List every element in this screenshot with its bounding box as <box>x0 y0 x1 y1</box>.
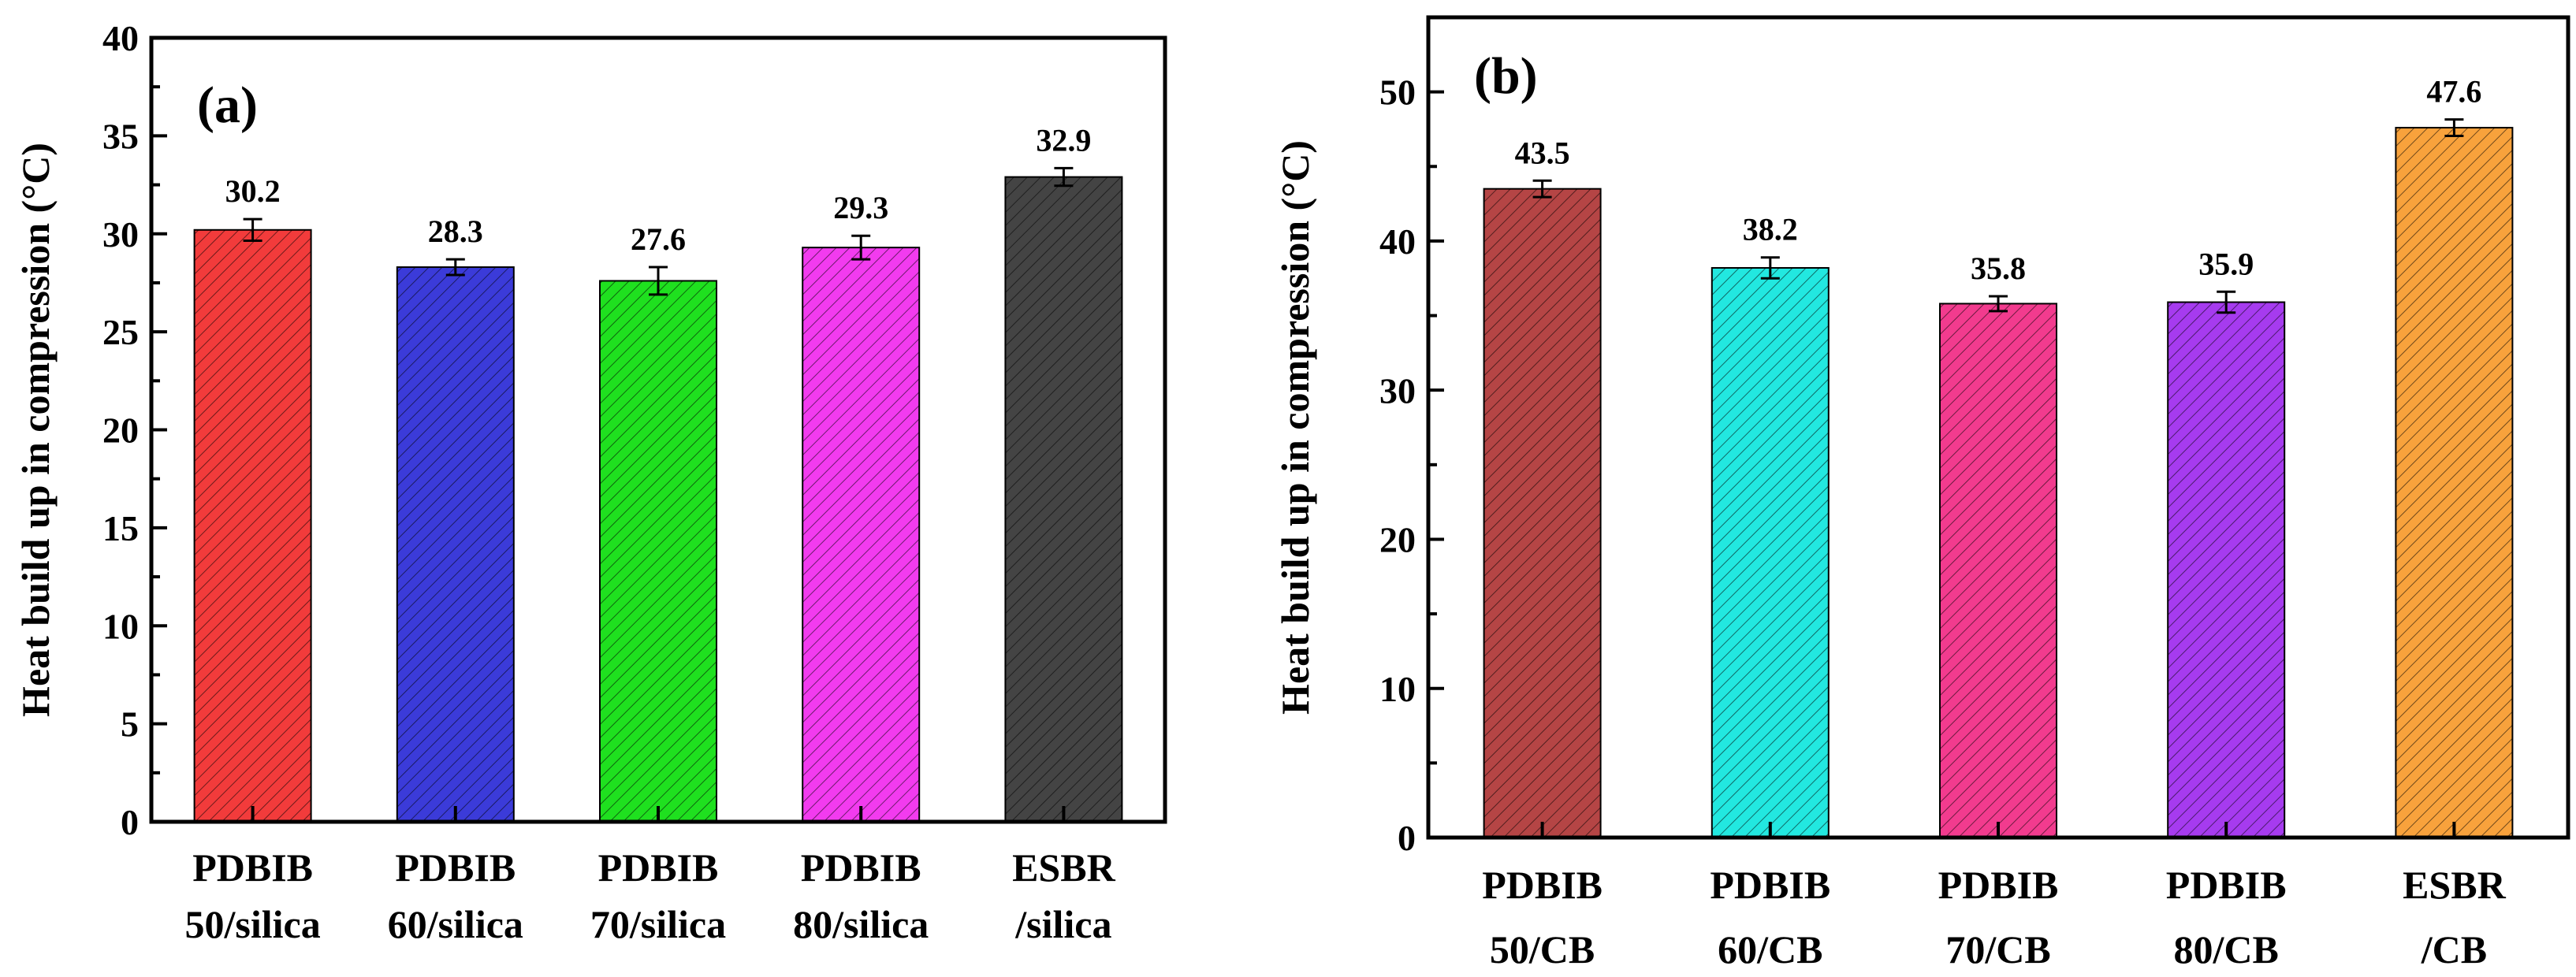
y-tick-label: 40 <box>1379 221 1416 262</box>
bar <box>1711 266 1830 838</box>
category-label: PDBIB <box>598 845 719 890</box>
bar <box>1004 176 1123 823</box>
plot-frame <box>149 35 1167 824</box>
category-label: 60/silica <box>388 902 523 946</box>
y-tick-label: 0 <box>121 802 139 842</box>
y-tick-label: 20 <box>1379 520 1416 560</box>
value-label: 38.2 <box>1743 212 1798 247</box>
category-label: PDBIB <box>2166 863 2287 907</box>
y-tick-label: 0 <box>1398 818 1416 858</box>
plot-frame <box>1426 15 2570 840</box>
y-tick-label: 40 <box>102 18 139 58</box>
y-tick-label: 10 <box>102 606 139 646</box>
category-label: PDBIB <box>801 845 921 890</box>
bar <box>396 266 515 823</box>
value-label: 35.9 <box>2198 246 2254 281</box>
y-tick-label: 15 <box>102 508 139 548</box>
y-tick-label: 25 <box>102 312 139 352</box>
category-label: PDBIB <box>1482 863 1603 907</box>
bar <box>2167 301 2286 838</box>
value-label: 35.8 <box>1971 251 2026 286</box>
category-label: PDBIB <box>1938 863 2059 907</box>
value-label: 29.3 <box>833 190 888 225</box>
value-label: 47.6 <box>2426 74 2481 110</box>
bar <box>802 247 921 823</box>
y-tick-label: 5 <box>121 704 139 745</box>
chart-a: 0 5 10 15 20 25 30 35 40 30.2 PDBIB 50/silica 28.3 PD… <box>13 18 1167 946</box>
value-label: 28.3 <box>428 214 483 249</box>
value-label: 27.6 <box>631 221 686 257</box>
bar <box>2395 127 2514 838</box>
y-tick-label: 10 <box>1379 669 1416 709</box>
category-label: /CB <box>2421 927 2487 971</box>
category-label: PDBIB <box>395 845 516 890</box>
value-label: 30.2 <box>225 173 281 209</box>
panel-label: (a) <box>197 76 258 134</box>
bar <box>193 228 312 823</box>
category-label: ESBR <box>2403 863 2507 907</box>
category-label: PDBIB <box>192 845 313 890</box>
category-label: /silica <box>1014 902 1111 946</box>
chart-b: 0 10 20 30 40 50 43.5 PDBIB 50/CB 38.2 PDBIB 60/CB 3… <box>1273 15 2570 971</box>
y-tick-label: 30 <box>102 214 139 254</box>
category-label: 80/silica <box>793 902 929 946</box>
category-label: 80/CB <box>2174 927 2279 971</box>
bar <box>1939 303 2057 838</box>
category-label: 70/CB <box>1945 927 2050 971</box>
bar <box>599 280 717 823</box>
y-axis-title: Heat build up in compression (°C) <box>1273 140 1317 715</box>
y-tick-label: 20 <box>102 410 139 451</box>
value-label: 43.5 <box>1515 135 1570 170</box>
category-label: 50/silica <box>184 902 320 946</box>
y-tick-label: 35 <box>102 116 139 156</box>
panel-label: (b) <box>1474 47 1538 105</box>
category-label: 70/silica <box>590 902 726 946</box>
category-label: 50/CB <box>1490 927 1595 971</box>
category-label: 60/CB <box>1718 927 1822 971</box>
value-label: 32.9 <box>1036 122 1091 158</box>
category-label: ESBR <box>1012 845 1116 890</box>
y-tick-label: 30 <box>1379 370 1416 410</box>
y-axis-title: Heat build up in compression (°C) <box>13 143 58 717</box>
bar <box>1483 188 1602 838</box>
category-label: PDBIB <box>1710 863 1830 907</box>
y-tick-label: 50 <box>1379 72 1416 113</box>
